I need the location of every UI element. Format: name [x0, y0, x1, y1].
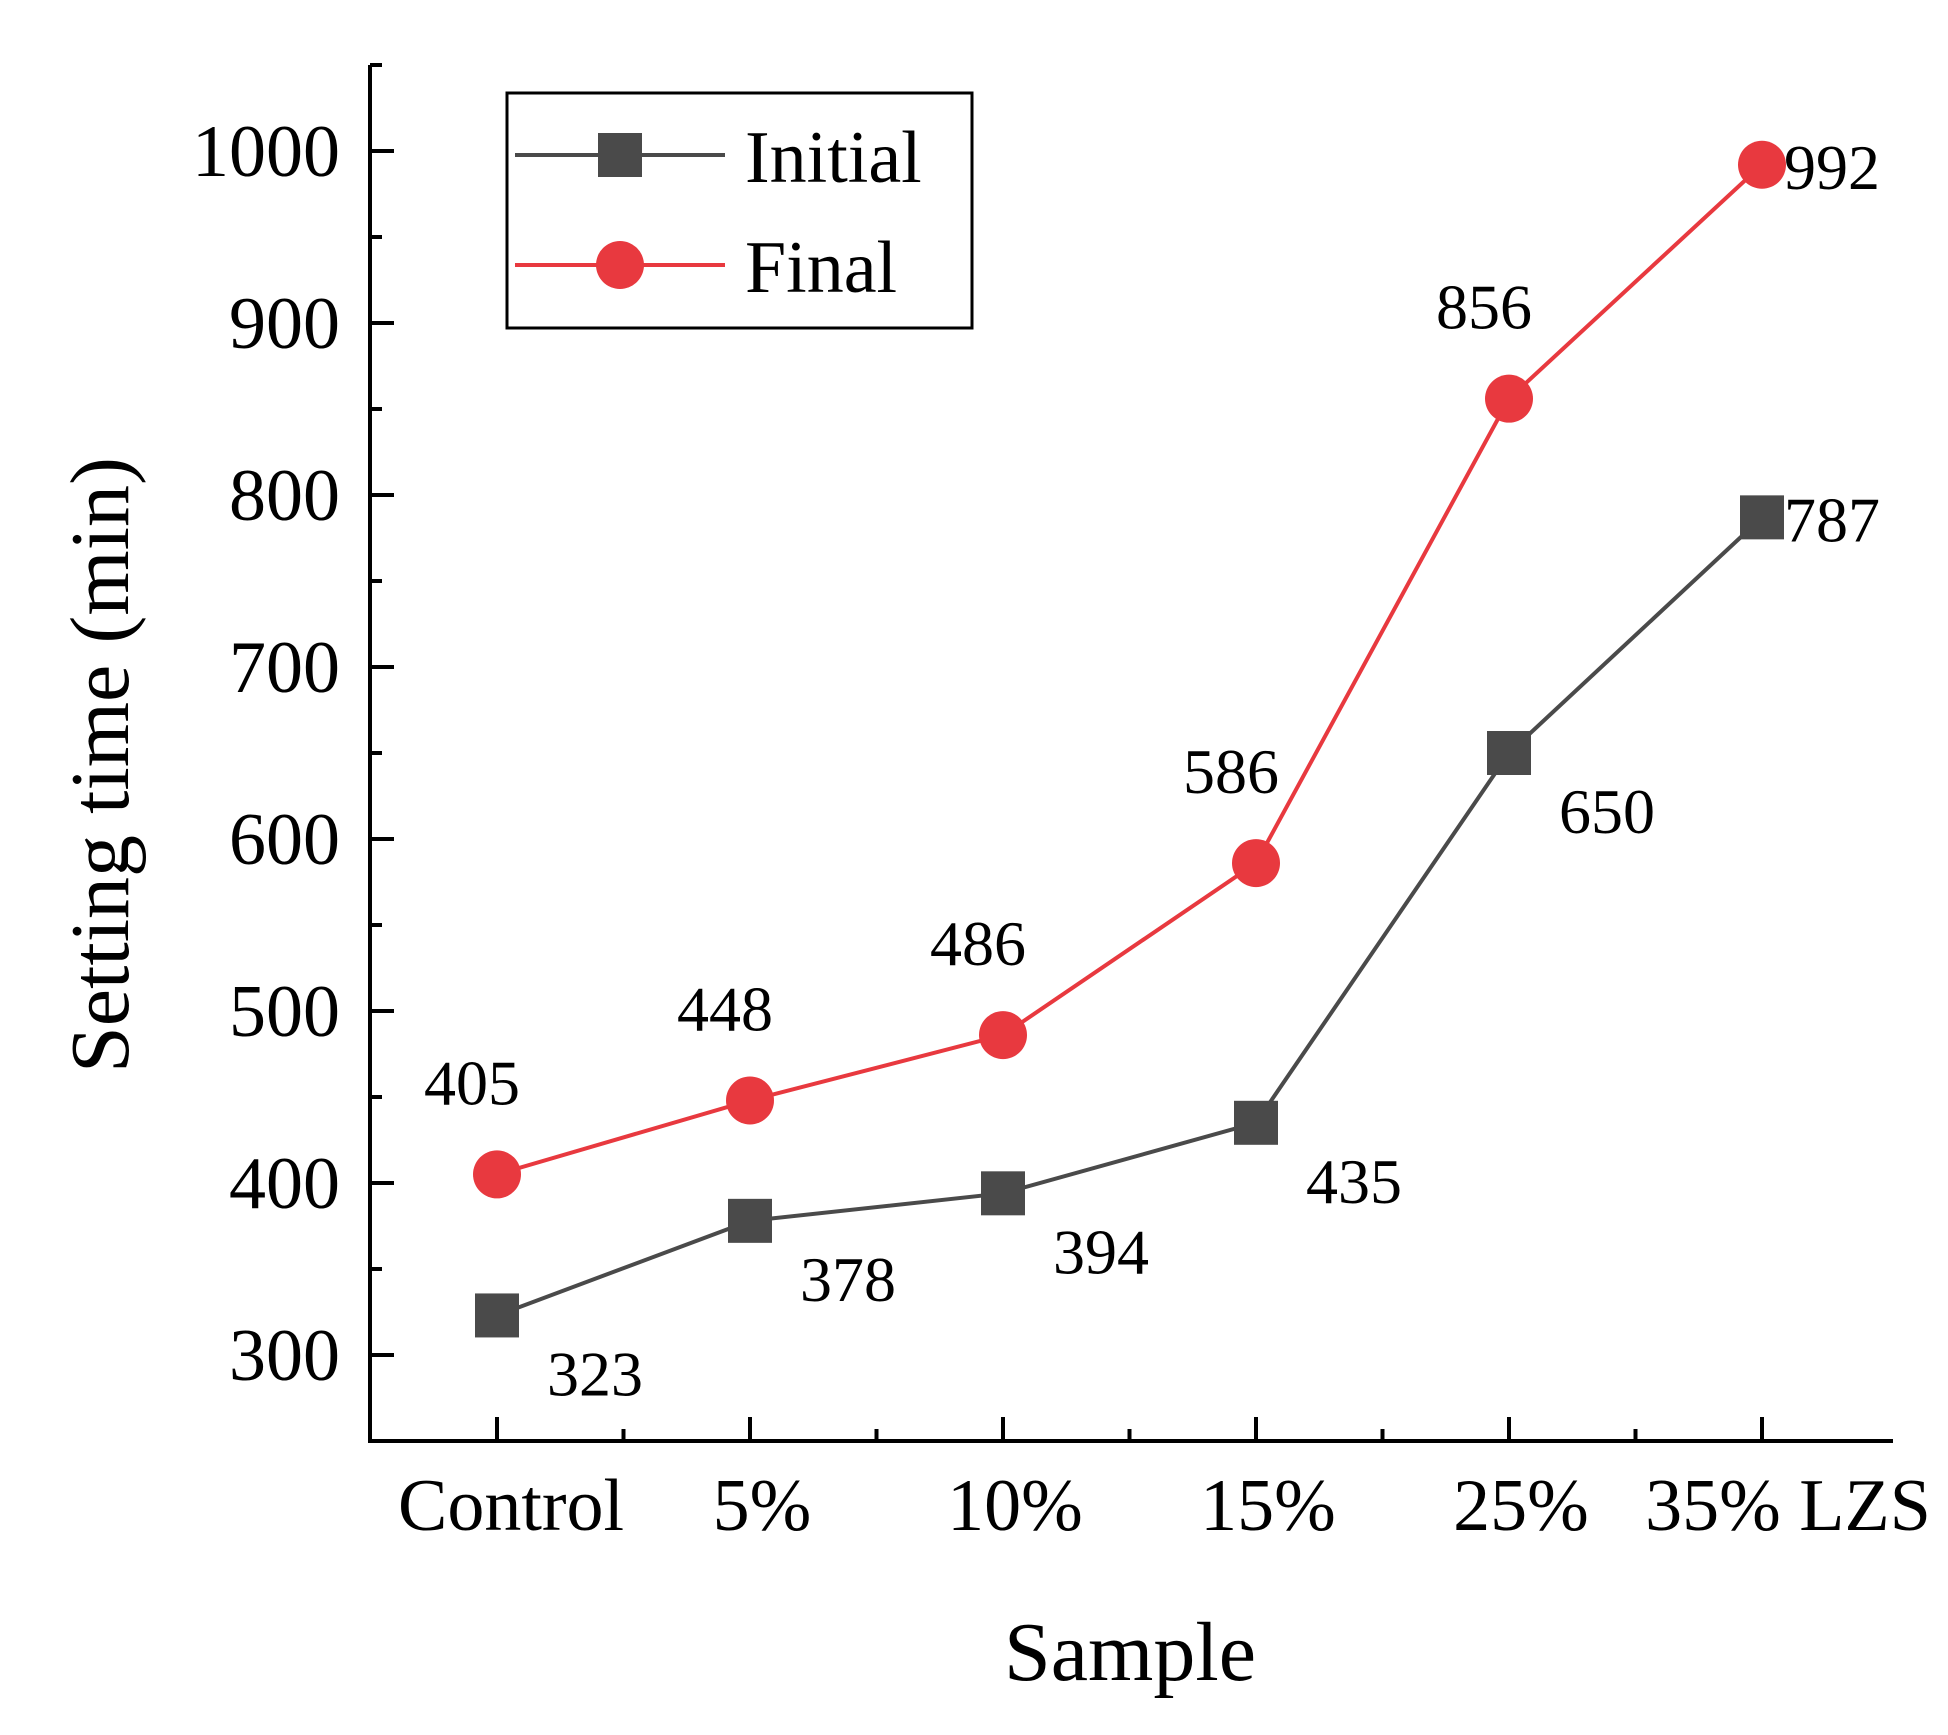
- y-tick-label: 300: [229, 1315, 340, 1397]
- data-point-final: [726, 1076, 774, 1125]
- data-label-final: 992: [1784, 132, 1880, 203]
- y-tick-label: 600: [229, 799, 340, 881]
- data-point-initial: [1487, 731, 1531, 775]
- x-tick-label: 15%: [1200, 1465, 1336, 1547]
- x-tick-label: 35% LZS: [1645, 1465, 1931, 1547]
- data-point-final: [1738, 140, 1786, 189]
- y-tick-label: 900: [229, 283, 340, 365]
- data-point-initial: [1740, 495, 1784, 540]
- data-label-final: 486: [930, 908, 1026, 979]
- x-tick-label: 25%: [1453, 1465, 1589, 1547]
- data-label-final: 448: [677, 973, 773, 1044]
- data-point-final: [473, 1150, 521, 1199]
- legend-box: [505, 91, 974, 330]
- tick-layer: 300 400 500 600 700 800 900 1000 Control 5% 10% 15%…: [192, 63, 1931, 1547]
- series-line-final: [496, 163, 1764, 1177]
- data-label-final: 856: [1436, 272, 1532, 343]
- y-tick-label: 700: [229, 627, 340, 709]
- data-label-initial: 378: [800, 1244, 896, 1315]
- legend: Initial Final: [505, 91, 974, 330]
- data-point-final: [979, 1011, 1027, 1060]
- data-label-layer: 323 378 394 435 650 787 405 448 486 586 856 992: [424, 132, 1880, 1410]
- data-label-final: 405: [424, 1047, 520, 1118]
- data-label-initial: 650: [1559, 776, 1655, 847]
- data-point-final: [1232, 839, 1280, 888]
- data-label-initial: 435: [1306, 1146, 1402, 1217]
- data-point-final: [1485, 374, 1533, 423]
- data-point-initial: [981, 1171, 1025, 1216]
- data-point-initial: [728, 1198, 772, 1243]
- data-label-initial: 323: [547, 1338, 643, 1409]
- data-point-initial: [1234, 1100, 1278, 1145]
- data-point-initial: [475, 1293, 519, 1338]
- data-label-initial: 787: [1784, 484, 1880, 555]
- series-layer: [473, 140, 1786, 1338]
- y-tick-label: 400: [229, 1143, 340, 1225]
- x-tick-label: 5%: [713, 1465, 812, 1547]
- legend-label-initial: Initial: [745, 117, 922, 199]
- x-axis-title: Sample: [1004, 1606, 1256, 1699]
- y-axis-title: Setting time (min): [54, 457, 147, 1073]
- series-line-initial: [496, 515, 1764, 1318]
- legend-marker-initial: [598, 133, 642, 177]
- data-label-final: 586: [1183, 736, 1279, 807]
- x-tick-label: Control: [398, 1465, 624, 1547]
- legend-label-final: Final: [745, 227, 897, 309]
- y-tick-label: 800: [229, 455, 340, 537]
- y-tick-label: 1000: [192, 111, 340, 193]
- x-tick-label: 10%: [947, 1465, 1083, 1547]
- legend-marker-final: [596, 241, 644, 289]
- y-tick-label: 500: [229, 971, 340, 1053]
- data-label-initial: 394: [1053, 1216, 1149, 1287]
